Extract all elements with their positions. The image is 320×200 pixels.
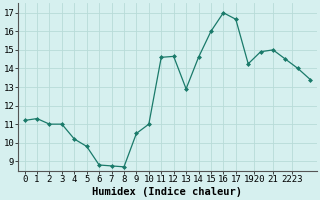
X-axis label: Humidex (Indice chaleur): Humidex (Indice chaleur): [92, 186, 243, 197]
